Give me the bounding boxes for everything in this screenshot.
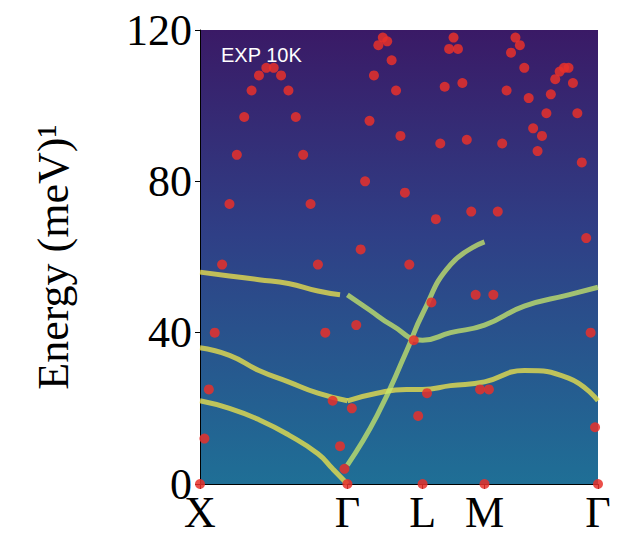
svg-text:0: 0: [170, 459, 192, 509]
svg-text:Γ: Γ: [585, 488, 610, 537]
svg-text:80: 80: [148, 157, 192, 206]
svg-text:Energy (meV)¹: Energy (meV)¹: [29, 124, 78, 389]
svg-text:L: L: [409, 488, 436, 537]
svg-text:40: 40: [148, 308, 192, 357]
svg-text:X: X: [184, 488, 216, 537]
svg-text:M: M: [465, 488, 504, 537]
svg-text:120: 120: [126, 6, 192, 55]
svg-text:Γ: Γ: [335, 488, 360, 537]
svg-text:EXP 10K: EXP 10K: [221, 44, 302, 66]
